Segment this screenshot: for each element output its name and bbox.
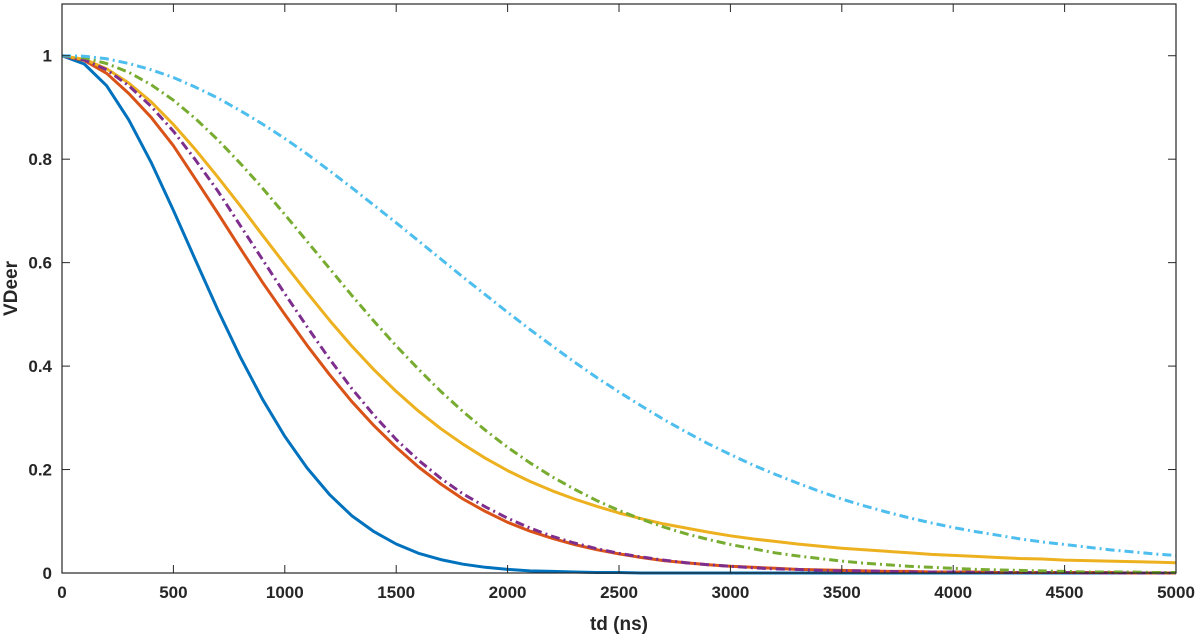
series-line-1 [61, 54, 1176, 575]
y-tick-label: 1 [43, 47, 52, 66]
series-line-6 [61, 54, 1177, 557]
x-tick-label: 1000 [266, 583, 304, 602]
x-tick-label: 500 [159, 583, 187, 602]
series-layer [61, 54, 1177, 575]
series-line-2 [61, 54, 1176, 575]
series-line-3 [61, 54, 1177, 565]
x-tick-label: 0 [57, 583, 66, 602]
x-tick-label: 1500 [377, 583, 415, 602]
x-tick-label: 5000 [1157, 583, 1195, 602]
y-tick-label: 0.8 [28, 150, 52, 169]
x-tick-label: 3000 [711, 583, 749, 602]
x-tick-label: 3500 [823, 583, 861, 602]
y-tick-label: 0.6 [28, 254, 52, 273]
y-tick-label: 0.4 [28, 357, 52, 376]
y-axis-title: VDeer [1, 260, 22, 316]
y-tick-label: 0 [43, 564, 52, 583]
tick-layer: 0 500 1000 1500 2000 2500 3000 3500 4000 4500 5000… [28, 4, 1195, 602]
x-tick-label: 2000 [489, 583, 527, 602]
series-line-4 [61, 54, 1176, 575]
x-axis-title: td (ns) [590, 614, 648, 635]
series-line-5 [61, 54, 1176, 574]
x-tick-label: 2500 [600, 583, 638, 602]
x-tick-label: 4500 [1046, 583, 1084, 602]
y-tick-label: 0.2 [28, 461, 52, 480]
axes-box [61, 3, 1177, 574]
x-tick-label: 4000 [934, 583, 972, 602]
